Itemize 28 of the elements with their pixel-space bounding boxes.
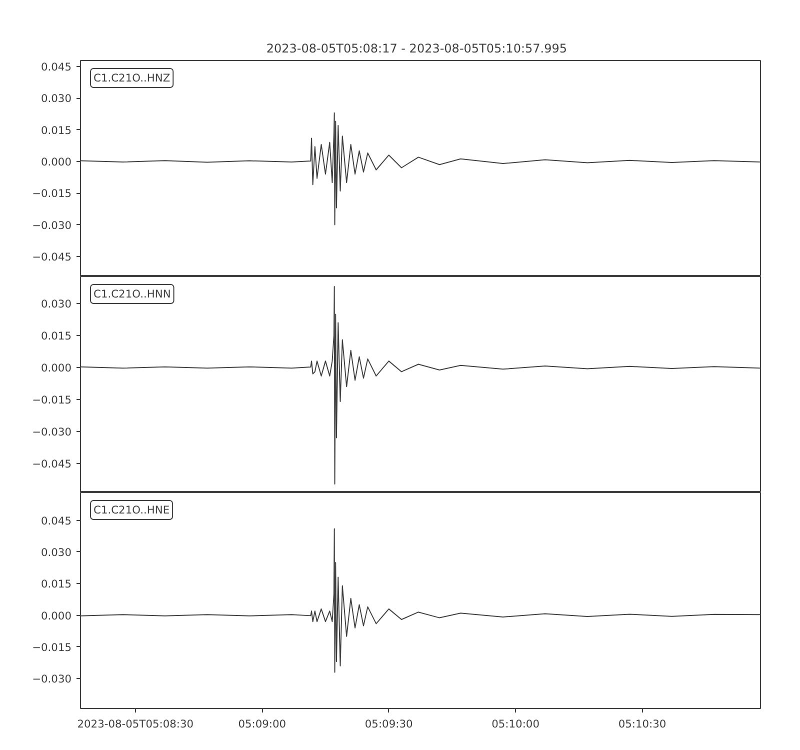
y-tick-label: 0.000 bbox=[40, 155, 72, 168]
y-tick-label: 0.015 bbox=[40, 578, 72, 591]
y-tick-label: −0.030 bbox=[32, 672, 72, 686]
y-tick-label: −0.030 bbox=[32, 218, 72, 232]
y-tick-label: 0.030 bbox=[40, 546, 72, 559]
chart-title: 2023-08-05T05:08:17 - 2023-08-05T05:10:57.995 bbox=[266, 42, 567, 56]
y-tick-label: −0.015 bbox=[32, 393, 72, 406]
text: C1.C21O..HNE bbox=[94, 504, 170, 516]
y-tick-label: 0.015 bbox=[40, 330, 72, 343]
x-tick-label: 2023-08-05T05:08:30 bbox=[77, 718, 194, 730]
y-tick-label: −0.045 bbox=[32, 250, 72, 264]
x-tick-label: 05:10:30 bbox=[618, 718, 666, 730]
y-tick-label: 0.045 bbox=[40, 60, 72, 74]
y-tick-label: 0.000 bbox=[40, 361, 72, 374]
y-tick-label: 0.000 bbox=[40, 609, 72, 622]
y-tick-label: −0.030 bbox=[32, 425, 72, 438]
text: C1.C21O..HNZ bbox=[94, 72, 170, 84]
x-tick-label: 05:09:00 bbox=[238, 718, 286, 730]
x-tick-label: 05:10:00 bbox=[492, 718, 540, 730]
text: C1.C21O..HNN bbox=[94, 288, 171, 300]
y-tick-label: 0.015 bbox=[40, 124, 72, 137]
x-tick-label: 05:09:30 bbox=[364, 718, 413, 730]
y-tick-label: −0.015 bbox=[32, 187, 72, 200]
y-tick-label: 0.045 bbox=[40, 514, 72, 528]
y-tick-label: −0.015 bbox=[32, 640, 72, 654]
y-tick-label: 0.030 bbox=[40, 92, 72, 106]
y-tick-label: 0.030 bbox=[40, 298, 72, 311]
y-tick-label: −0.045 bbox=[32, 457, 72, 470]
